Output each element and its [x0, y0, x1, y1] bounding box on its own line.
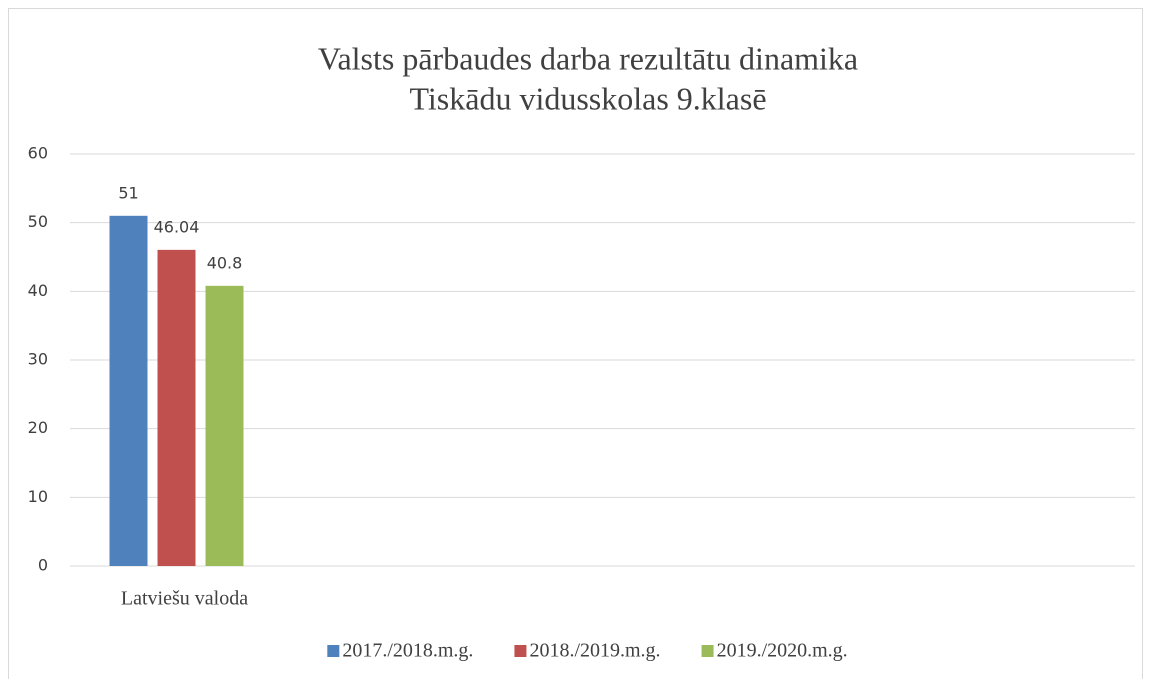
- data-label: 40.8: [207, 253, 243, 272]
- y-tick-label: 10: [28, 487, 48, 506]
- legend-swatch: [327, 645, 340, 657]
- y-tick-label: 0: [38, 556, 48, 575]
- bar: [157, 249, 196, 566]
- legend-swatch: [701, 645, 714, 657]
- y-tick-label: 30: [28, 350, 48, 369]
- y-tick-label: 60: [28, 144, 48, 163]
- x-tick-label: Latviešu valoda: [121, 588, 248, 610]
- bar: [205, 285, 244, 566]
- legend-swatch: [514, 645, 527, 657]
- chart-subtitle: Tiskādu vidusskolas 9.klasē: [409, 80, 766, 116]
- data-label: 51: [118, 183, 138, 202]
- data-label: 46.04: [154, 217, 200, 236]
- chart-title: Valsts pārbaudes darba rezultātu dinamik…: [318, 40, 858, 76]
- chart-border: [8, 8, 1143, 679]
- y-tick-label: 40: [28, 281, 48, 300]
- legend-label: 2017./2018.m.g.: [342, 640, 473, 662]
- y-tick-label: 50: [28, 212, 48, 231]
- legend-label: 2018./2019.m.g.: [529, 640, 660, 662]
- bar: [109, 215, 148, 567]
- legend-label: 2019./2020.m.g.: [717, 640, 848, 662]
- y-tick-label: 20: [28, 418, 48, 437]
